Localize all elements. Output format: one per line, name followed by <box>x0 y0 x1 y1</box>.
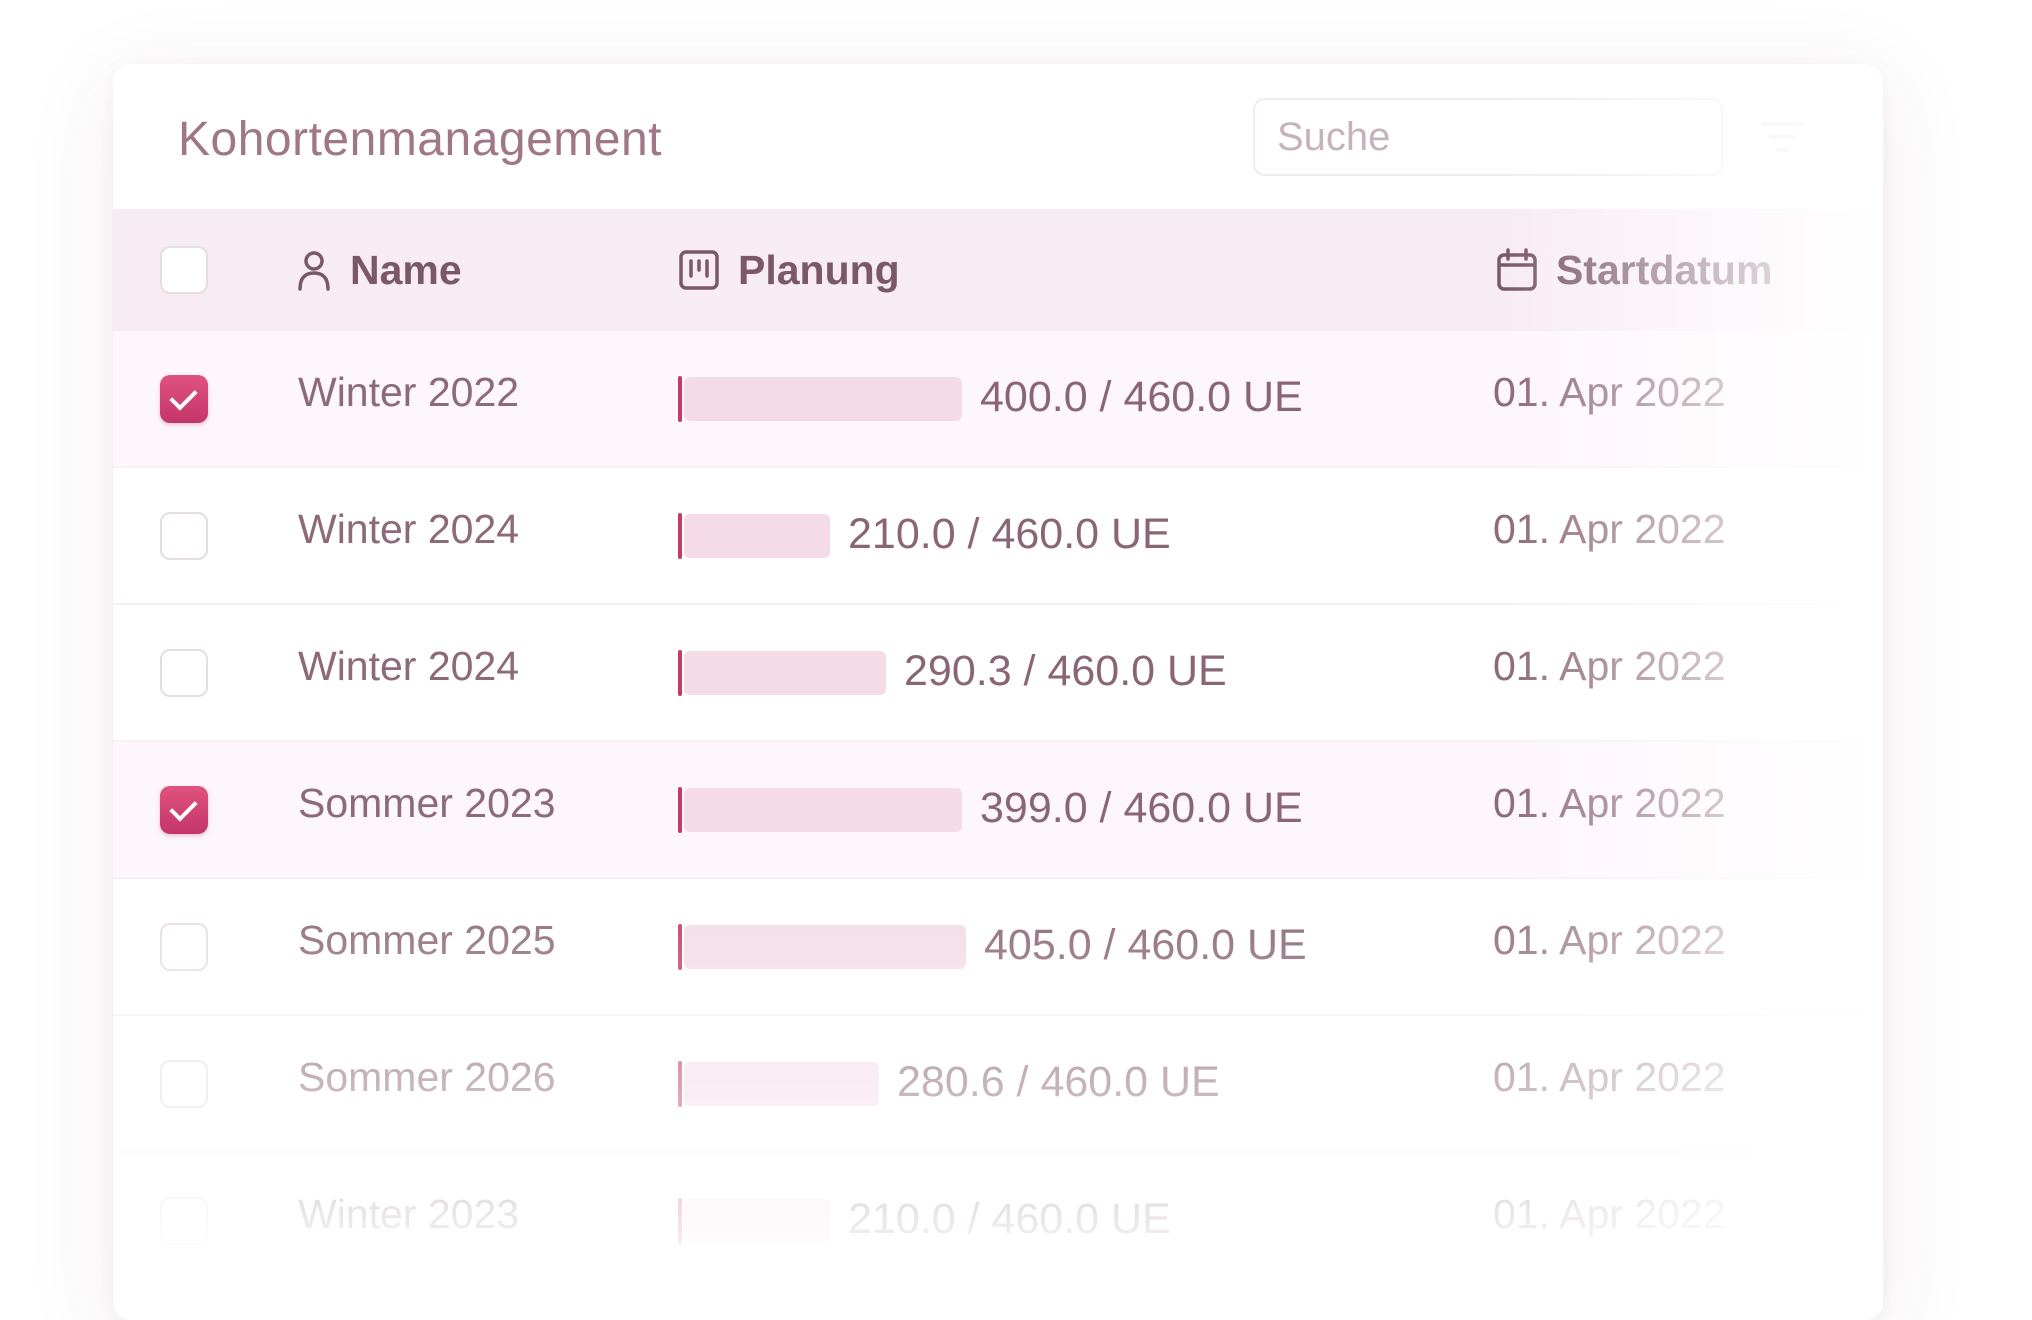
progress-bar-marker <box>678 376 682 422</box>
calendar-icon <box>1879 258 1883 296</box>
progress-bar-fill <box>684 377 962 421</box>
person-icon <box>298 251 330 291</box>
table-row[interactable]: Winter 2024 210.0 / 460.0 UE 01. Apr 2022 0… <box>113 468 1883 605</box>
progress-bar-track <box>682 651 886 695</box>
row-startdatum: 01. Apr 2022 <box>1493 780 1726 826</box>
planung-value: 210.0 / 460.0 UE <box>848 510 1171 558</box>
planung-value: 399.0 / 460.0 UE <box>980 784 1303 832</box>
progress-bar-fill <box>684 1199 830 1243</box>
planung-value: 405.0 / 460.0 UE <box>984 921 1307 969</box>
row-extra-date: 01. <box>1876 506 1883 553</box>
row-startdatum: 01. Apr 2022 <box>1493 643 1726 689</box>
planung-value: 400.0 / 460.0 UE <box>980 373 1303 421</box>
column-header-planung-label: Planung <box>738 246 900 293</box>
row-name: Winter 2024 <box>298 506 520 552</box>
row-name: Sommer 2023 <box>298 780 556 826</box>
calendar-icon <box>1497 248 1537 291</box>
row-extra-date: 01. <box>1876 780 1883 827</box>
planung-value: 210.0 / 460.0 UE <box>848 1195 1171 1243</box>
row-checkbox[interactable] <box>160 375 208 423</box>
planung-progress-bar <box>678 924 966 970</box>
row-checkbox[interactable] <box>160 923 208 971</box>
column-header-startdatum-label: Startdatum <box>1556 246 1773 293</box>
planung-progress-bar <box>678 513 830 559</box>
progress-bar-fill <box>684 514 830 558</box>
row-name: Sommer 2025 <box>298 917 556 963</box>
column-header-startdatum[interactable]: Startdatum <box>1496 209 1772 331</box>
planung-progress-bar <box>678 1198 830 1244</box>
progress-bar-track <box>682 1199 830 1243</box>
row-startdatum: 01. Apr 2022 <box>1493 917 1726 963</box>
progress-bar-track <box>682 925 966 969</box>
row-startdatum: 01. Apr 2022 <box>1493 1191 1726 1237</box>
filter-icon[interactable] <box>1753 110 1813 164</box>
row-checkbox[interactable] <box>160 1197 208 1245</box>
row-checkbox[interactable] <box>160 512 208 560</box>
board-icon <box>679 250 719 290</box>
progress-bar-track <box>682 377 962 421</box>
column-header-name[interactable]: Name <box>296 209 462 331</box>
progress-bar-marker <box>678 513 682 559</box>
progress-bar-fill <box>684 651 886 695</box>
row-startdatum: 01. Apr 2022 <box>1493 506 1726 552</box>
row-startdatum: 01. Apr 2022 <box>1493 369 1726 415</box>
page-title: Kohortenmanagement <box>178 113 662 166</box>
table-row[interactable]: Sommer 2025 405.0 / 460.0 UE 01. Apr 2022 <box>113 879 1883 1016</box>
table-row[interactable]: Sommer 2026 280.6 / 460.0 UE 01. Apr 2022 <box>113 1016 1883 1153</box>
select-all-checkbox[interactable] <box>160 246 208 294</box>
progress-bar-marker <box>678 650 682 696</box>
cohort-table-card: Kohortenmanagement Name <box>113 64 1883 1320</box>
progress-bar-track <box>682 788 962 832</box>
planung-progress-bar <box>678 1061 879 1107</box>
planung-value: 290.3 / 460.0 UE <box>904 647 1227 695</box>
row-startdatum: 01. Apr 2022 <box>1493 1054 1726 1100</box>
table-header-row: Name Planung Startdatum <box>113 209 1883 331</box>
planung-progress-bar <box>678 376 962 422</box>
row-name: Winter 2023 <box>298 1191 520 1237</box>
table-row[interactable]: Winter 2024 290.3 / 460.0 UE 01. Apr 2022 0… <box>113 605 1883 742</box>
planung-value: 280.6 / 460.0 UE <box>897 1058 1220 1106</box>
table-row[interactable]: Winter 2022 400.0 / 460.0 UE 01. Apr 2022 <box>113 331 1883 468</box>
search-input[interactable] <box>1253 98 1723 176</box>
card-header: Kohortenmanagement <box>113 64 1883 209</box>
progress-bar-marker <box>678 787 682 833</box>
row-checkbox[interactable] <box>160 649 208 697</box>
planung-progress-bar <box>678 650 886 696</box>
progress-bar-fill <box>684 788 962 832</box>
progress-bar-track <box>682 514 830 558</box>
planung-progress-bar <box>678 787 962 833</box>
row-checkbox[interactable] <box>160 1060 208 1108</box>
row-name: Sommer 2026 <box>298 1054 556 1100</box>
column-header-name-label: Name <box>350 246 462 293</box>
row-extra-date: 01. <box>1876 643 1883 690</box>
row-name: Winter 2024 <box>298 643 520 689</box>
progress-bar-fill <box>684 925 966 969</box>
table-row[interactable]: Sommer 2023 399.0 / 460.0 UE 01. Apr 2022 0… <box>113 742 1883 879</box>
calendar-icon[interactable] <box>1878 376 1883 420</box>
row-name: Winter 2022 <box>298 369 520 415</box>
row-checkbox[interactable] <box>160 786 208 834</box>
table-row[interactable]: Winter 2023 210.0 / 460.0 UE 01. Apr 2022 <box>113 1153 1883 1290</box>
progress-bar-track <box>682 1062 879 1106</box>
column-header-planung[interactable]: Planung <box>678 209 900 331</box>
progress-bar-fill <box>684 1062 879 1106</box>
